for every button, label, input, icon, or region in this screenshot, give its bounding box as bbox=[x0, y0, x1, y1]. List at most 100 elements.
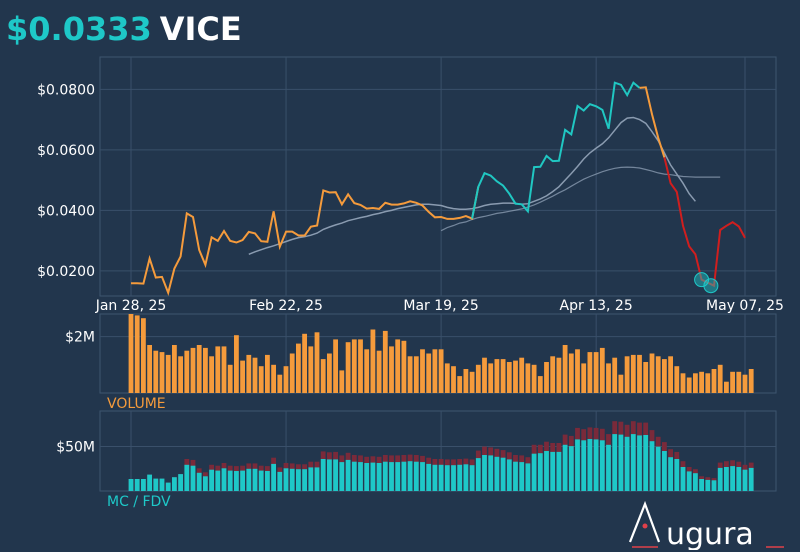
mc-bar bbox=[618, 434, 624, 491]
volume-bar bbox=[258, 366, 264, 393]
header: $0.0333 VICE bbox=[6, 10, 242, 54]
volume-bar bbox=[333, 339, 338, 393]
volume-bar bbox=[674, 366, 680, 393]
volume-bar bbox=[630, 354, 636, 393]
volume-bar bbox=[289, 353, 295, 393]
volume-bar bbox=[748, 369, 754, 393]
mc-bar bbox=[587, 439, 593, 491]
mc-bar bbox=[537, 453, 543, 491]
volume-bar bbox=[240, 360, 245, 393]
volume-bar bbox=[209, 356, 214, 393]
volume-bar bbox=[314, 332, 320, 393]
mc-bar bbox=[333, 459, 338, 491]
volume-bar bbox=[457, 376, 463, 393]
volume-bar bbox=[134, 315, 140, 393]
volume-bar bbox=[730, 371, 735, 393]
volume-bar bbox=[519, 357, 525, 393]
mc-bar bbox=[438, 464, 444, 491]
volume-bar bbox=[252, 357, 258, 393]
mc-bar bbox=[550, 451, 556, 491]
mc-bar bbox=[612, 434, 618, 491]
volume-bar bbox=[308, 346, 314, 393]
mc-bar bbox=[209, 469, 214, 491]
volume-bar bbox=[184, 350, 190, 393]
volume-bar bbox=[426, 353, 432, 393]
brand-logo: ugura bbox=[628, 500, 784, 550]
volume-bar bbox=[649, 353, 655, 393]
price-y-tick-label: $0.0800 bbox=[37, 82, 95, 98]
mc-bar bbox=[314, 467, 320, 491]
mc-bar bbox=[345, 459, 351, 491]
volume-bar bbox=[296, 343, 301, 393]
mc-bar bbox=[488, 455, 494, 491]
volume-bar bbox=[221, 346, 227, 393]
mc-bar bbox=[395, 462, 401, 491]
price-line-pullback bbox=[639, 86, 666, 158]
price-line-recent bbox=[663, 157, 746, 288]
volume-bar bbox=[302, 333, 307, 394]
volume-bar bbox=[172, 345, 177, 393]
mc-bar bbox=[643, 435, 649, 491]
mc-bar bbox=[401, 461, 407, 491]
volume-bar bbox=[227, 364, 233, 393]
volume-bar bbox=[395, 339, 401, 393]
mc-bar bbox=[674, 459, 680, 491]
price-line-rally bbox=[471, 81, 641, 219]
volume-bar bbox=[283, 366, 289, 393]
mc-bar bbox=[655, 446, 661, 491]
mc-bar bbox=[519, 462, 525, 491]
mc-bar bbox=[172, 477, 177, 491]
volume-bar bbox=[742, 374, 748, 393]
mc-bar bbox=[457, 464, 463, 491]
volume-bar bbox=[537, 376, 543, 393]
volume-bar bbox=[376, 350, 382, 393]
volume-bar bbox=[618, 374, 624, 393]
mc-bar bbox=[252, 468, 258, 491]
volume-bar bbox=[407, 356, 413, 393]
mc-bar bbox=[184, 464, 190, 491]
mc-bar bbox=[159, 478, 165, 491]
volume-bar bbox=[494, 359, 500, 393]
volume-bar bbox=[159, 352, 165, 393]
volume-bar bbox=[593, 352, 599, 393]
mc-bar bbox=[482, 455, 487, 491]
volume-bar bbox=[655, 356, 661, 393]
volume-bar bbox=[705, 373, 711, 394]
volume-bar bbox=[550, 356, 556, 393]
mc-bar bbox=[668, 457, 673, 491]
volume-bar bbox=[141, 318, 146, 393]
volume-bar bbox=[432, 349, 438, 393]
volume-bar bbox=[568, 353, 574, 393]
mc-bar bbox=[680, 467, 686, 491]
mc-bar bbox=[389, 462, 394, 491]
volume-bar bbox=[351, 339, 357, 393]
mc-bar bbox=[147, 474, 152, 491]
mc-bar bbox=[296, 469, 301, 491]
mc-bar bbox=[407, 461, 413, 491]
mc-bar bbox=[234, 471, 239, 491]
mc-bar bbox=[289, 468, 295, 491]
mc-bar bbox=[593, 439, 599, 491]
logo-triangle-icon bbox=[628, 500, 661, 543]
x-tick-label: Jan 28, 25 bbox=[95, 298, 167, 314]
volume-bar bbox=[246, 354, 252, 393]
volume-bar bbox=[736, 371, 742, 393]
volume-bar bbox=[724, 381, 729, 393]
mc-bar bbox=[134, 479, 140, 491]
price-marker bbox=[694, 272, 710, 288]
mc-bar bbox=[451, 465, 456, 491]
volume-bar bbox=[500, 359, 506, 393]
mc-bar bbox=[277, 471, 283, 491]
mc-bar bbox=[302, 469, 307, 491]
mc-bar bbox=[556, 451, 562, 491]
mc-bar bbox=[599, 440, 605, 491]
volume-bar bbox=[469, 371, 475, 393]
volume-bar bbox=[624, 356, 630, 393]
volume-bar bbox=[277, 374, 283, 393]
volume-bar bbox=[358, 339, 363, 393]
x-tick-label: Apr 13, 25 bbox=[560, 298, 633, 314]
mc-bar bbox=[271, 463, 276, 491]
mc-bar bbox=[494, 456, 500, 491]
volume-bar bbox=[599, 347, 605, 393]
